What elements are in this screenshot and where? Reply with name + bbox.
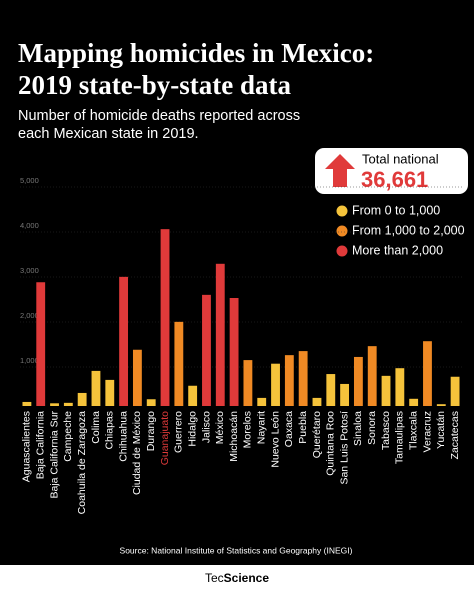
y-tick-label: 2,000 xyxy=(20,311,39,320)
bar xyxy=(409,398,419,406)
legend-label: From 0 to 1,000 xyxy=(352,203,440,217)
x-tick-label: Hidalgo xyxy=(186,411,198,447)
x-tick-label: Aguascalientes xyxy=(21,411,33,482)
x-tick-label: Puebla xyxy=(297,411,309,444)
bar xyxy=(174,321,184,406)
x-tick-label: Yucatán xyxy=(435,411,447,449)
bar xyxy=(91,370,101,406)
legend-label: More than 2,000 xyxy=(352,243,443,257)
brand-suffix: Science xyxy=(224,571,270,585)
bar xyxy=(229,298,239,406)
x-tick-label: Baja California Sur xyxy=(48,411,60,499)
y-tick-label: 3,000 xyxy=(20,266,39,275)
x-tick-label: Zacatecas xyxy=(449,411,461,459)
legend-swatch xyxy=(336,245,348,257)
bar xyxy=(450,376,460,406)
x-tick-label: Nuevo León xyxy=(269,411,281,468)
bar xyxy=(105,379,115,406)
bar xyxy=(119,276,129,406)
x-tick-label: Chihuahua xyxy=(117,411,129,462)
x-tick-label: Nayarit xyxy=(256,411,268,444)
bar xyxy=(395,368,405,406)
bar xyxy=(50,403,59,406)
y-tick-label: 5,000 xyxy=(20,176,39,185)
x-tick-label: Querétaro xyxy=(311,411,323,458)
title-line: 2019 state-by-state data xyxy=(18,70,291,100)
x-tick-label: Guanajuato xyxy=(159,411,171,465)
bar xyxy=(436,404,446,406)
title-line: Mapping homicides in Mexico: xyxy=(18,38,374,68)
total-value: 36,661 xyxy=(361,167,428,192)
bar xyxy=(77,392,87,406)
x-tick-label: Sinaloa xyxy=(352,411,364,446)
x-tick-label: Quintana Roo xyxy=(325,411,337,476)
legend-swatch xyxy=(336,225,348,237)
total-arrow xyxy=(325,154,355,187)
bar xyxy=(36,282,46,406)
x-tick-label: Ciudad de México xyxy=(131,411,143,495)
bar xyxy=(188,385,198,406)
bar xyxy=(63,402,73,406)
source: Source: National Institute of Statistics… xyxy=(120,545,353,555)
bar xyxy=(367,346,377,406)
bar xyxy=(202,294,211,406)
bar xyxy=(423,341,432,406)
y-tick-label: 4,000 xyxy=(20,221,39,230)
background xyxy=(0,0,474,565)
bar xyxy=(381,375,391,406)
brand: TecScience xyxy=(205,571,269,585)
legend-swatch xyxy=(336,205,348,217)
x-tick-label: Jalisco xyxy=(200,411,212,443)
x-tick-label: Guerrero xyxy=(173,411,185,453)
x-tick-label: Colima xyxy=(90,411,102,444)
bar xyxy=(353,356,363,406)
bar xyxy=(160,229,170,406)
x-tick-label: Durango xyxy=(145,411,157,451)
x-tick-label: Oaxaca xyxy=(283,411,295,447)
x-tick-label: Sonora xyxy=(366,411,378,445)
bar xyxy=(312,397,322,406)
brand-prefix: Tec xyxy=(205,571,224,585)
total-label: Total national xyxy=(362,151,439,166)
bar xyxy=(326,374,336,406)
bar xyxy=(243,360,253,406)
subtitle-line: each Mexican state in 2019. xyxy=(18,126,199,142)
x-tick-label: Coahuila de Zaragoza xyxy=(76,411,88,514)
x-tick-label: Tlaxcala xyxy=(407,411,419,450)
bar xyxy=(215,263,225,406)
x-tick-label: Campeche xyxy=(62,411,74,462)
x-tick-label: Tamaulipas xyxy=(394,411,406,464)
x-tick-label: México xyxy=(214,411,226,444)
bar xyxy=(284,355,294,406)
bar xyxy=(132,349,142,406)
bar xyxy=(271,363,280,406)
bar xyxy=(340,383,350,406)
x-tick-label: Baja California xyxy=(35,411,47,479)
footer-band xyxy=(0,565,474,592)
x-tick-label: Chiapas xyxy=(104,411,116,450)
x-tick-label: Veracruz xyxy=(421,411,433,452)
y-tick-label: 1,000 xyxy=(20,356,39,365)
x-tick-label: Tabasco xyxy=(380,411,392,450)
x-tick-label: Michoacán xyxy=(228,411,240,462)
x-tick-label: Morelos xyxy=(242,411,254,448)
bar xyxy=(146,399,156,406)
subtitle-line: Number of homicide deaths reported acros… xyxy=(18,108,300,124)
bar xyxy=(22,401,32,406)
bar xyxy=(257,397,267,406)
bar xyxy=(298,351,308,406)
total-box xyxy=(315,148,468,194)
x-tick-label: San Luis Potosí xyxy=(338,411,350,485)
legend-label: From 1,000 to 2,000 xyxy=(352,223,465,237)
